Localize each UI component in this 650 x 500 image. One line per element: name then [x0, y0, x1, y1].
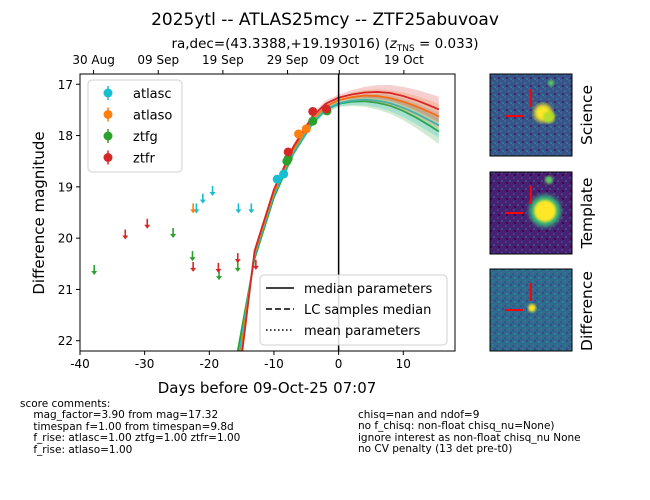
y-tick-label: 19 — [58, 180, 73, 194]
chisq-comments: chisq=nan and ndof=9 no f_chisq: non-flo… — [358, 409, 581, 456]
upper-limit-head-ztfr — [252, 265, 259, 270]
upper-limit-head-ztfr — [234, 259, 241, 264]
chart-title: 2025ytl -- ATLAS25mcy -- ZTF25abuvoav — [151, 10, 499, 30]
top-tick-label: 09 Sep — [137, 53, 179, 67]
legend-label-atlasc: atlasc — [133, 87, 172, 102]
upper-limit-head-atlasc — [209, 191, 216, 196]
legend-median-parameters: median parameters — [304, 282, 432, 297]
plot-frame — [79, 73, 456, 352]
model-band-ztfg — [237, 95, 439, 351]
x-axis-label: Days before 09-Oct-25 07:07 — [158, 379, 377, 397]
upper-limit-head-ztfg — [189, 257, 196, 262]
legend-marker-ztfg — [103, 131, 113, 141]
y-tick-label: 21 — [58, 283, 73, 297]
legend-lc-samples-median: LC samples median — [304, 303, 431, 318]
y-tick-label: 18 — [58, 129, 73, 143]
upper-limit-head-ztfg — [91, 270, 98, 275]
top-date-axis: 30 Aug 09 Sep 19 Sep 29 Sep 09 Oct 19 Oct — [72, 53, 424, 74]
top-tick-label: 09 Oct — [319, 53, 359, 67]
subtitle-redshift: = 0.033) — [419, 36, 479, 52]
x-tick-label: -40 — [70, 357, 90, 371]
detection-ztfg — [308, 116, 318, 126]
stamp-science: Science — [489, 73, 596, 157]
detections — [272, 104, 332, 184]
legend-mean-parameters: mean parameters — [304, 324, 421, 339]
detection-ztfg — [283, 154, 293, 164]
x-tick-label: 0 — [335, 357, 343, 371]
detection-ztfr — [308, 106, 318, 116]
upper-limits — [91, 185, 259, 281]
stamp-difference: Difference — [489, 268, 596, 352]
upper-limit-head-ztfr — [190, 267, 197, 272]
y-tick-label: 22 — [58, 334, 73, 348]
legend-marker-ztfr — [103, 153, 113, 162]
x-axis-ticks: -40 -30 -20 -10 0 10 — [70, 351, 411, 371]
detection-atlaso — [294, 129, 304, 139]
stamp-template: Template — [489, 171, 596, 255]
x-tick-label: -20 — [200, 357, 220, 371]
y-axis-label: Difference magnitude — [30, 131, 48, 294]
model-mean-ztfg — [237, 100, 440, 351]
model-mean-atlaso — [240, 94, 440, 351]
chart-subtitle: ra,dec=(43.3388,+19.193016) (zTNS = 0.03… — [171, 36, 478, 54]
subtitle-coords: ra,dec=(43.3388,+19.193016) ( — [171, 36, 389, 52]
filter-legend: atlasc atlaso ztfg ztfr — [87, 79, 183, 173]
legend-label-atlaso: atlaso — [133, 109, 172, 124]
y-axis-ticks: 17 18 19 20 21 22 — [58, 78, 80, 348]
legend-label-ztfr: ztfr — [133, 152, 155, 167]
detection-atlasc — [272, 174, 282, 184]
stamp-label-difference: Difference — [578, 271, 596, 351]
upper-limit-head-ztfr — [215, 268, 222, 273]
x-tick-label: -10 — [264, 357, 284, 371]
legend-marker-atlasc — [103, 88, 113, 98]
x-tick-label: 10 — [396, 357, 411, 371]
upper-limit-head-atlaso — [190, 209, 197, 214]
line-legend: median parameters LC samples median mean… — [259, 274, 448, 346]
upper-limit-head-ztfg — [170, 234, 177, 239]
legend-marker-atlaso — [103, 110, 113, 119]
legend-label-ztfg: ztfg — [133, 130, 158, 145]
upper-limit-head-atlasc — [248, 209, 255, 214]
stamp-label-template: Template — [578, 178, 596, 250]
top-tick-label: 30 Aug — [72, 53, 115, 67]
detection-atlaso — [301, 124, 311, 134]
detection-ztfr — [283, 147, 293, 157]
top-tick-label: 29 Sep — [267, 53, 309, 67]
y-tick-label: 17 — [58, 78, 73, 92]
stamp-label-science: Science — [578, 85, 596, 145]
score-comments: score comments: mag_factor=3.90 from mag… — [20, 398, 241, 456]
upper-limit-head-ztfr — [144, 224, 151, 229]
detection-atlasc — [279, 169, 289, 179]
y-tick-label: 20 — [58, 232, 73, 246]
top-tick-label: 19 Sep — [202, 53, 244, 67]
upper-limit-head-atlasc — [199, 199, 206, 204]
upper-limit-head-ztfr — [122, 235, 129, 240]
light-curve-plot: -40 -30 -20 -10 0 10 17 18 19 20 21 22 30 Aug 09 Se… — [30, 53, 456, 397]
detection-ztfr — [321, 104, 331, 114]
upper-limit-head-atlasc — [235, 209, 242, 214]
x-tick-label: -30 — [135, 357, 155, 371]
upper-limit-head-ztfg — [234, 267, 241, 272]
top-tick-label: 19 Oct — [384, 53, 424, 67]
upper-limit-head-ztfg — [216, 276, 223, 281]
